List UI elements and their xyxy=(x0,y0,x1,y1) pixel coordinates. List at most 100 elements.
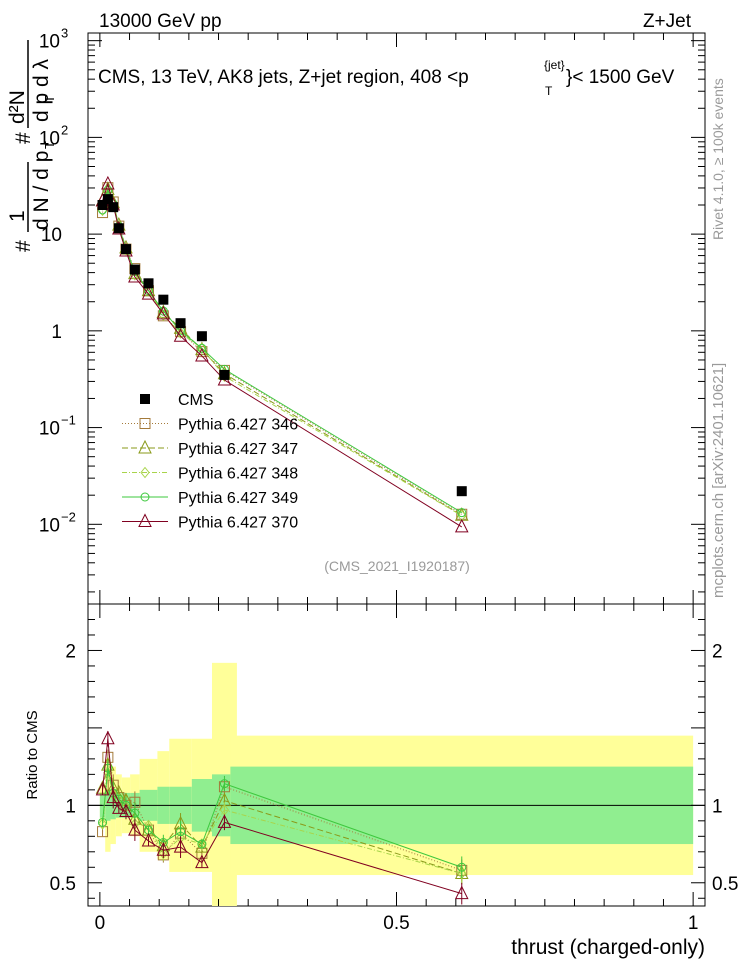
series-4-ratio-point xyxy=(197,839,207,849)
series-5-main-point xyxy=(195,347,209,362)
main-y-tick-exponent: −1 xyxy=(61,413,76,428)
cms-data-point xyxy=(196,331,207,342)
main-y-tick-label: 10 xyxy=(39,419,60,440)
legend-marker xyxy=(140,466,150,479)
cms-data-point xyxy=(175,318,186,329)
series-5-main-point xyxy=(128,268,142,283)
ratio-y-tick-label-right: 2 xyxy=(712,641,723,662)
series-4-ratio-point xyxy=(130,808,140,818)
main-y-tick-label: 10 xyxy=(39,128,60,149)
legend-marker xyxy=(138,439,152,454)
series-4-ratio-point xyxy=(219,779,229,789)
analysis-tag: (CMS_2021_I1920187) xyxy=(324,558,470,574)
series-2-main-point xyxy=(195,341,209,356)
main-y-tick-label: 10 xyxy=(39,515,60,536)
series-4-main-line xyxy=(102,188,463,514)
series-1-main-line xyxy=(102,185,463,515)
series-4-ratio-point xyxy=(114,794,124,804)
legend-label: Pythia 6.427 346 xyxy=(178,417,298,434)
cms-data-point xyxy=(456,486,467,497)
series-5-ratio-point xyxy=(106,789,121,804)
series-4-main-point xyxy=(197,343,207,353)
x-tick-label: 1 xyxy=(688,913,699,934)
series-5-main-point xyxy=(454,518,469,533)
series-2-ratio-point xyxy=(195,839,209,853)
title-subscript: T xyxy=(545,84,553,98)
ylabel-hash-2: # xyxy=(12,132,35,144)
series-5-ratio-point xyxy=(112,800,126,814)
series-5-ratio-point xyxy=(156,842,171,856)
series-5-ratio-line xyxy=(102,738,462,895)
series-5-ratio-point xyxy=(119,803,133,818)
series-5-main-point xyxy=(156,305,171,320)
main-y-tick-exponent: 3 xyxy=(61,26,68,41)
cms-data-point xyxy=(219,369,230,380)
main-y-tick-exponent: −2 xyxy=(61,509,76,524)
series-5-main-point xyxy=(101,175,115,190)
cms-data-point xyxy=(102,194,113,205)
series-4-ratio-point xyxy=(103,763,113,773)
ylabel-d2n: d²N xyxy=(6,90,29,124)
ratio-y-tick-label: 1 xyxy=(65,796,76,817)
ylabel-dn-dpt: d N / d p xyxy=(30,151,53,230)
ratio-uncertainty-bands xyxy=(99,662,694,906)
ratio-y-axis-label: Ratio to CMS xyxy=(24,710,41,799)
x-tick-label: 0 xyxy=(95,913,106,934)
cms-data-point xyxy=(129,264,140,275)
mcplots-label: mcplots.cern.ch [arXiv:2401.10621] xyxy=(710,363,727,598)
series-2-main-point xyxy=(156,304,171,318)
ylabel-dpt-dlambda: d p d λ xyxy=(30,58,53,122)
legend-marker xyxy=(139,418,151,429)
title-superscript: {jet} xyxy=(544,58,565,72)
series-5-ratio-point xyxy=(454,885,469,900)
cms-data-point xyxy=(143,278,154,289)
series-5-main-point xyxy=(141,285,156,300)
ratio-y-tick-label-right: 0.5 xyxy=(712,874,738,895)
ylabel-one: 1 xyxy=(6,210,29,222)
series-5-ratio-point xyxy=(128,821,142,836)
title-tail: }< 1500 GeV xyxy=(566,67,675,88)
ylabel-sub-t1: T xyxy=(42,141,57,149)
cms-data-point xyxy=(120,244,131,255)
main-y-tick-label: 1 xyxy=(51,322,62,343)
main-y-axis-title: # 1 d N / d p T # d²N d p d λ T xyxy=(6,40,57,252)
cms-data-point xyxy=(113,223,124,234)
series-3-ratio-point xyxy=(158,847,168,860)
legend-label: Pythia 6.427 348 xyxy=(178,466,298,483)
legend-label: Pythia 6.427 349 xyxy=(178,490,298,507)
cms-data-point xyxy=(108,202,119,213)
series-3-ratio-point xyxy=(457,867,467,880)
ratio-series-group xyxy=(95,730,469,905)
series-3-main-point xyxy=(175,327,186,339)
series-4-main-point xyxy=(457,508,467,518)
series-4-main-point xyxy=(103,185,113,195)
ylabel-sub-t2: T xyxy=(42,95,57,103)
main-y-tick-label: 10 xyxy=(41,225,62,246)
cms-data-points xyxy=(97,194,467,497)
ratio-y-tick-label: 2 xyxy=(65,641,76,662)
ratio-y-tick-label: 0.5 xyxy=(50,874,76,895)
series-5-ratio-point xyxy=(101,730,115,745)
series-5-ratio-point xyxy=(195,854,209,869)
legend-marker-cms xyxy=(140,394,150,404)
legend-label: Pythia 6.427 347 xyxy=(178,441,298,458)
x-tick-label: 0.5 xyxy=(383,913,409,934)
series-5-ratio-point xyxy=(217,814,232,828)
x-axis-label: thrust (charged-only) xyxy=(511,936,705,959)
legend-marker xyxy=(140,492,150,502)
series-4-ratio-point xyxy=(457,862,467,872)
header-left-label: 13000 GeV pp xyxy=(99,11,222,32)
axis-ticks xyxy=(88,33,705,906)
ratio-y-tick-label-right: 1 xyxy=(712,796,723,817)
title-main: CMS, 13 TeV, AK8 jets, Z+jet region, 408… xyxy=(98,67,469,88)
series-5-main-point xyxy=(173,328,188,342)
series-5-ratio-point xyxy=(141,832,156,847)
rivet-label: Rivet 4.1.0, ≥ 100k events xyxy=(710,78,726,240)
main-y-tick-label: 10 xyxy=(39,32,60,53)
main-y-tick-exponent: 2 xyxy=(61,122,68,137)
series-3-ratio-line xyxy=(102,772,462,874)
series-3-ratio-point xyxy=(97,818,108,830)
series-5-ratio-point xyxy=(95,781,110,796)
